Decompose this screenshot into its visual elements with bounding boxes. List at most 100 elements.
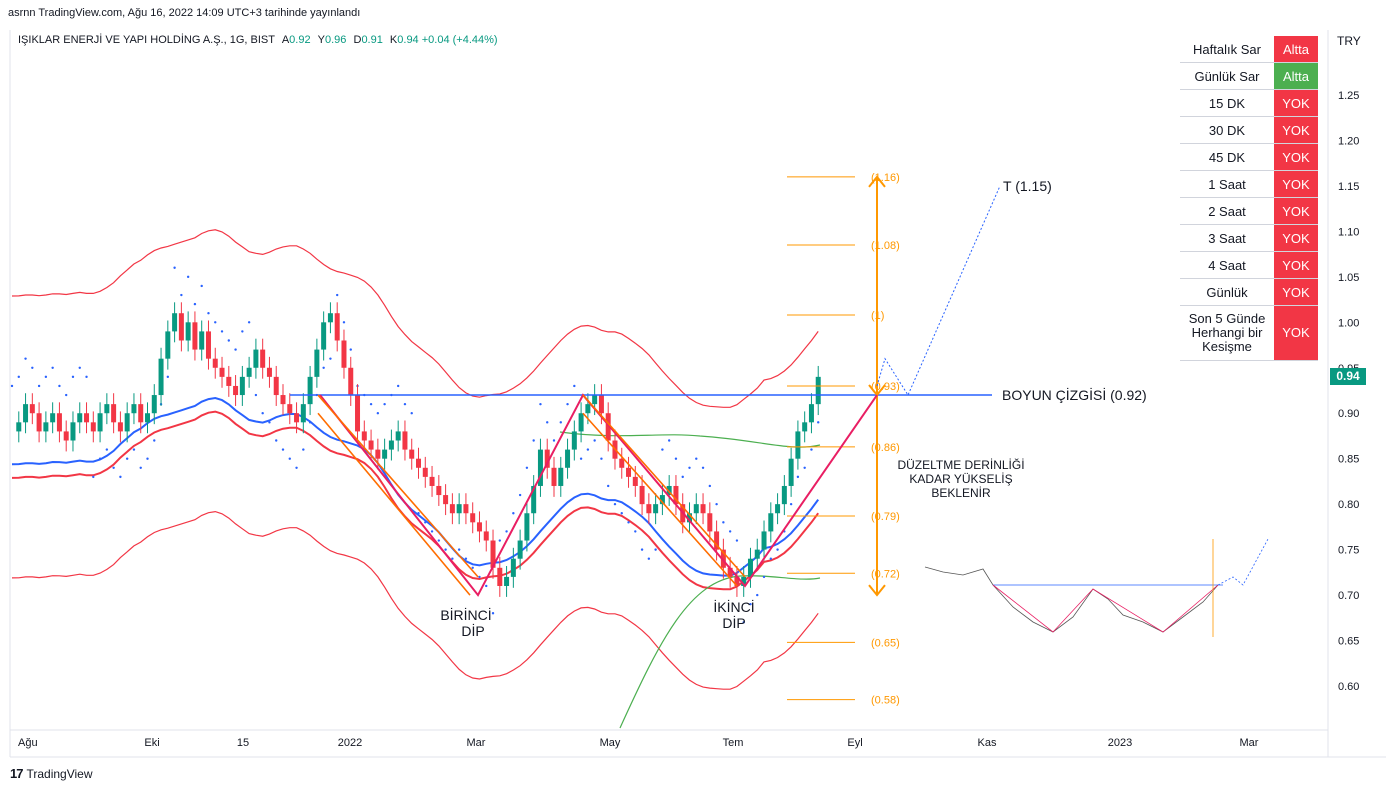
candle-body[interactable] [551,467,557,486]
candle-body[interactable] [510,558,516,577]
candle-body[interactable] [341,340,347,368]
candle-body[interactable] [151,395,157,414]
candle-body[interactable] [395,431,401,441]
candle-body[interactable] [50,413,56,423]
candle-body[interactable] [687,513,692,523]
candle-body[interactable] [212,358,218,368]
candle-body[interactable] [700,504,706,514]
candle-body[interactable] [497,567,503,586]
candle-body[interactable] [219,367,225,377]
candle-body[interactable] [145,413,150,423]
tradingview-footer[interactable]: 17 TradingView [10,766,93,781]
candle-body[interactable] [23,404,29,423]
candle-body[interactable] [504,576,510,586]
candle-body[interactable] [558,467,564,486]
candle-body[interactable] [361,431,367,441]
candle-body[interactable] [199,331,205,350]
candle-body[interactable] [720,549,726,568]
candle-body[interactable] [808,404,814,423]
candle-body[interactable] [659,495,665,505]
wedge-left-upper[interactable] [317,394,479,578]
candle-body[interactable] [632,476,638,486]
candle-body[interactable] [307,376,313,405]
candle-body[interactable] [639,485,645,505]
candle-body[interactable] [246,367,252,377]
candle-body[interactable] [714,531,720,550]
wedge-right-lower[interactable] [582,412,738,587]
candle-body[interactable] [43,422,49,432]
candle-body[interactable] [693,504,699,514]
candle-body[interactable] [734,576,740,586]
candle-body[interactable] [754,549,760,559]
candle-body[interactable] [544,449,550,468]
candle-body[interactable] [402,431,408,450]
candle-body[interactable] [260,349,266,368]
candle-body[interactable] [727,567,733,577]
candle-body[interactable] [605,413,611,441]
candle-body[interactable] [619,458,625,468]
candle-body[interactable] [205,331,211,359]
candle-body[interactable] [585,404,591,414]
candle-body[interactable] [429,476,435,486]
candle-body[interactable] [483,531,489,541]
candle-body[interactable] [476,522,482,532]
candle-body[interactable] [77,413,83,423]
candle-body[interactable] [490,540,496,568]
candle-body[interactable] [795,431,801,459]
candle-body[interactable] [578,413,584,432]
candle-body[interactable] [287,404,293,414]
candle-body[interactable] [747,558,753,577]
candle-body[interactable] [449,504,455,514]
candle-body[interactable] [70,422,76,441]
candle-body[interactable] [598,395,604,414]
candle-body[interactable] [409,449,415,459]
candle-body[interactable] [29,404,35,414]
candle-body[interactable] [63,431,69,441]
candle-body[interactable] [775,504,781,514]
double-bottom-pattern[interactable] [319,393,878,597]
candle-body[interactable] [368,440,374,450]
price-axis[interactable]: 1.251.201.151.101.051.000.950.900.850.80… [1338,90,1359,693]
candle-body[interactable] [273,376,279,396]
candle-body[interactable] [300,404,306,423]
wedge-right-upper[interactable] [582,394,746,578]
candle-body[interactable] [531,485,537,514]
candle-body[interactable] [761,531,767,550]
candle-body[interactable] [524,513,530,541]
candle-body[interactable] [90,422,96,432]
candle-body[interactable] [327,313,333,323]
candle-body[interactable] [626,467,632,477]
candle-body[interactable] [802,422,808,432]
candle-body[interactable] [456,504,462,514]
candle-body[interactable] [104,404,110,414]
candle-body[interactable] [707,513,713,532]
candle-body[interactable] [131,404,137,414]
pattern-drawings[interactable]: BOYUN ÇİZGİSİ (0.92)T (1.15)BİRİNCİDİPİK… [290,175,1147,639]
wedge-left-lower[interactable] [317,412,471,596]
candle-body[interactable] [653,504,659,514]
candle-body[interactable] [768,513,774,532]
candle-body[interactable] [443,495,449,505]
candle-body[interactable] [111,404,117,423]
candles[interactable] [16,302,821,597]
candle-body[interactable] [388,440,394,450]
candle-body[interactable] [517,540,523,559]
candle-body[interactable] [815,376,821,405]
time-axis[interactable]: Ağu Eki 15 2022 Mar May Tem Eyl Kas 2023 Mar [18,737,1259,749]
candle-body[interactable] [84,413,90,423]
candle-body[interactable] [185,322,191,341]
candle-body[interactable] [788,458,794,486]
candle-body[interactable] [565,449,571,468]
candle-body[interactable] [571,431,577,450]
candle-body[interactable] [348,367,354,396]
candle-body[interactable] [416,458,421,468]
candle-body[interactable] [646,504,652,514]
candle-body[interactable] [239,376,245,396]
candle-body[interactable] [266,367,272,377]
candle-body[interactable] [16,422,22,432]
candle-body[interactable] [382,449,388,459]
candle-body[interactable] [178,313,184,341]
candle-body[interactable] [592,395,598,405]
candle-body[interactable] [253,349,259,368]
